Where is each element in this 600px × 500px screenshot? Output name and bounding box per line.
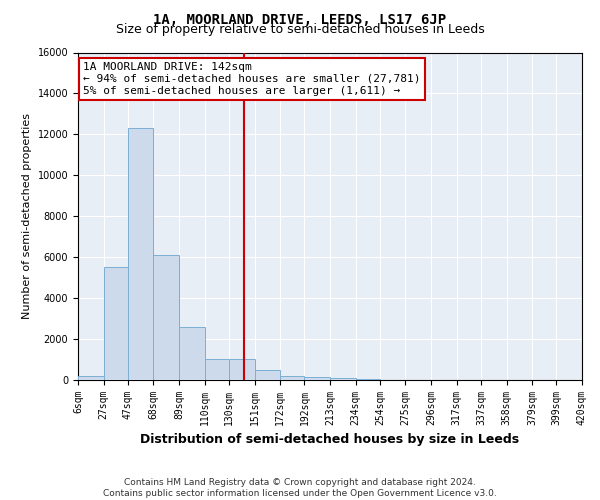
Bar <box>304 377 330 380</box>
Bar <box>128 128 154 380</box>
Bar <box>104 268 128 380</box>
X-axis label: Distribution of semi-detached houses by size in Leeds: Distribution of semi-detached houses by … <box>140 434 520 446</box>
Bar <box>254 370 280 380</box>
Text: Contains HM Land Registry data © Crown copyright and database right 2024.
Contai: Contains HM Land Registry data © Crown c… <box>103 478 497 498</box>
Bar <box>330 378 356 380</box>
Bar <box>78 376 104 380</box>
Bar <box>280 376 304 380</box>
Bar <box>179 327 205 380</box>
Text: 1A, MOORLAND DRIVE, LEEDS, LS17 6JP: 1A, MOORLAND DRIVE, LEEDS, LS17 6JP <box>154 12 446 26</box>
Y-axis label: Number of semi-detached properties: Number of semi-detached properties <box>22 114 32 320</box>
Text: 1A MOORLAND DRIVE: 142sqm
← 94% of semi-detached houses are smaller (27,781)
5% : 1A MOORLAND DRIVE: 142sqm ← 94% of semi-… <box>83 62 421 96</box>
Text: Size of property relative to semi-detached houses in Leeds: Size of property relative to semi-detach… <box>116 22 484 36</box>
Bar <box>154 255 179 380</box>
Bar <box>356 379 380 380</box>
Bar <box>229 358 254 380</box>
Bar <box>205 358 229 380</box>
